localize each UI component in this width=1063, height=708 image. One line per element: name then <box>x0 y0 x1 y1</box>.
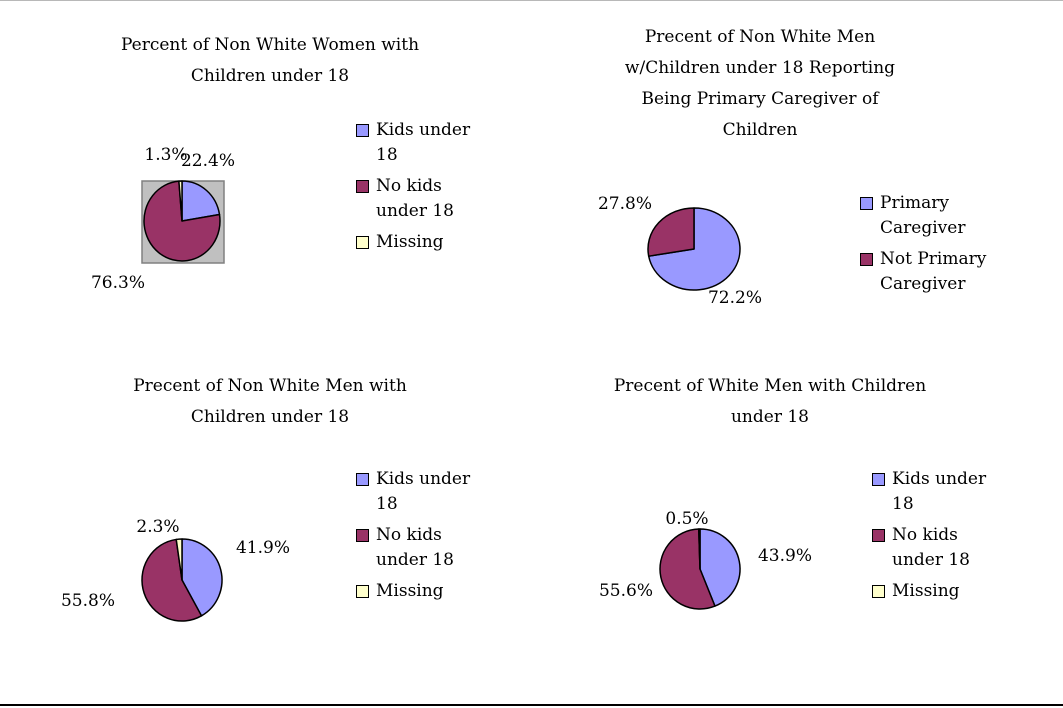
data-label: 43.9% <box>758 546 812 566</box>
legend-label-line: Missing <box>376 581 444 601</box>
chart-legend: Kids under 18 No kids under 18 Missing <box>356 118 470 261</box>
chart-panel-nonwhite-men: Precent of Non White Men with Children u… <box>0 360 530 700</box>
legend-label-line: Not Primary <box>880 249 987 269</box>
legend-item-primary: Primary Caregiver <box>860 191 986 241</box>
legend-swatch <box>356 124 369 137</box>
chart-title-line: Children under 18 <box>190 407 350 427</box>
chart-title: Precent of Non White Men w/Children unde… <box>580 22 940 146</box>
legend-label-line: Kids under <box>376 469 471 489</box>
data-label: 1.3% <box>144 145 187 165</box>
pie-slice-kids-under-18 <box>181 538 223 617</box>
pie-chart: 43.9% 55.6% 0.5% <box>599 509 812 610</box>
pie-slice-kids-under-18 <box>699 528 741 607</box>
chart-title-line: Children <box>722 120 798 140</box>
data-label: 2.3% <box>136 517 179 537</box>
legend-swatch <box>356 585 369 598</box>
pie-slice-missing <box>178 180 183 222</box>
data-label: 0.5% <box>665 509 708 529</box>
legend-item-kids: Kids under 18 <box>356 118 470 168</box>
chart-title-line: Being Primary Caregiver of <box>641 89 879 109</box>
data-label: 22.4% <box>181 151 235 171</box>
chart-title-line: Precent of Non White Men with <box>133 376 407 396</box>
pie-slice-no-kids-under-18 <box>659 528 716 610</box>
pie-chart: 72.2% 27.8% <box>598 194 762 308</box>
data-label: 27.8% <box>598 194 652 214</box>
pie-slice-no-kids-under-18 <box>141 538 203 622</box>
legend-swatch <box>356 180 369 193</box>
legend-label-line: under 18 <box>892 550 971 570</box>
data-label: 72.2% <box>708 288 762 308</box>
legend-label-line: under 18 <box>376 201 455 221</box>
legend-label-line: No kids <box>376 525 442 545</box>
legend-label-line: under 18 <box>376 550 455 570</box>
chart-panel-nonwhite-women: Percent of Non White Women with Children… <box>0 0 530 340</box>
pie-slice-not-primary-caregiver <box>647 207 695 257</box>
chart-legend: Primary Caregiver Not Primary Caregiver <box>860 191 986 303</box>
chart-title-line: Children under 18 <box>190 66 350 86</box>
legend-label-line: Kids under <box>892 469 987 489</box>
chart-title-line: under 18 <box>730 407 809 427</box>
pie-slice-kids-under-18 <box>181 180 221 222</box>
legend-item-kids: Kids under 18 <box>356 467 470 517</box>
data-label: 76.3% <box>91 273 145 293</box>
legend-label-line: 18 <box>892 494 914 514</box>
legend-item-missing: Missing <box>356 230 470 255</box>
legend-label-line: Missing <box>376 232 444 252</box>
legend-item-no-kids: No kids under 18 <box>356 174 470 224</box>
chart-title-line: Percent of Non White Women with <box>120 35 420 55</box>
legend-label-line: Missing <box>892 581 960 601</box>
legend-label-line: Primary <box>880 193 949 213</box>
chart-title-line: Precent of White Men with Children <box>613 376 927 396</box>
legend-label-line: No kids <box>892 525 958 545</box>
data-label: 55.6% <box>599 581 653 601</box>
pie-slice-missing <box>697 528 701 570</box>
legend-label-line: Caregiver <box>880 274 966 294</box>
legend-label-line: 18 <box>376 494 398 514</box>
legend-swatch <box>872 585 885 598</box>
legend-item-missing: Missing <box>872 579 986 604</box>
chart-legend: Kids under 18 No kids under 18 Missing <box>872 467 986 610</box>
legend-swatch <box>872 473 885 486</box>
legend-swatch <box>872 529 885 542</box>
legend-swatch <box>860 197 873 210</box>
legend-item-no-kids: No kids under 18 <box>872 523 986 573</box>
bottom-divider <box>0 704 1063 706</box>
data-label: 41.9% <box>236 538 290 558</box>
legend-swatch <box>356 473 369 486</box>
legend-label-line: Caregiver <box>880 218 966 238</box>
pie-chart: 41.9% 55.8% 2.3% <box>61 517 290 622</box>
chart-legend: Kids under 18 No kids under 18 Missing <box>356 467 470 610</box>
legend-item-not-primary: Not Primary Caregiver <box>860 247 986 297</box>
legend-swatch <box>356 236 369 249</box>
legend-label-line: No kids <box>376 176 442 196</box>
chart-title: Precent of White Men with Children under… <box>570 371 970 433</box>
legend-swatch <box>860 253 873 266</box>
chart-title-line: w/Children under 18 Reporting <box>624 58 896 78</box>
pie-chart: 22.4% 76.3% 1.3% <box>91 145 235 293</box>
chart-panel-primary-caregiver: Precent of Non White Men w/Children unde… <box>530 0 1063 340</box>
chart-title-line: Precent of Non White Men <box>644 27 876 47</box>
legend-item-no-kids: No kids under 18 <box>356 523 470 573</box>
pie-slice-missing <box>175 538 183 581</box>
legend-item-kids: Kids under 18 <box>872 467 986 517</box>
legend-label-line: Kids under <box>376 120 471 140</box>
chart-title: Percent of Non White Women with Children… <box>60 30 480 92</box>
legend-item-missing: Missing <box>356 579 470 604</box>
data-label: 55.8% <box>61 591 115 611</box>
top-divider <box>0 0 1063 1</box>
chart-title: Precent of Non White Men with Children u… <box>60 371 480 433</box>
legend-label-line: 18 <box>376 145 398 165</box>
chart-panel-white-men: Precent of White Men with Children under… <box>530 360 1063 700</box>
legend-swatch <box>356 529 369 542</box>
